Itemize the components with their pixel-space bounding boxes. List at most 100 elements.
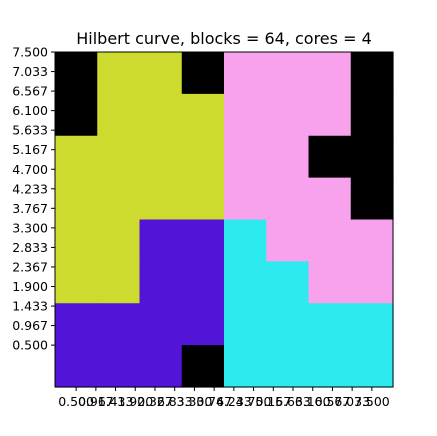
- heatmap-cell: [181, 303, 225, 346]
- heatmap-cell: [308, 303, 352, 346]
- heatmap-cell: [224, 345, 267, 388]
- y-tick-label: 7.500: [12, 45, 48, 60]
- heatmap-cells: [55, 52, 394, 388]
- x-tick-label: 5.167: [255, 394, 291, 409]
- heatmap-cell: [350, 52, 394, 95]
- heatmap-cell: [350, 345, 394, 388]
- heatmap-cell: [266, 303, 310, 346]
- x-tick-label: 1.900: [117, 394, 153, 409]
- heatmap-cell: [308, 177, 352, 221]
- y-tick-label: 7.033: [12, 64, 48, 79]
- heatmap-cell: [97, 303, 141, 346]
- heatmap-cell: [139, 303, 183, 346]
- heatmap-cell: [97, 219, 141, 262]
- heatmap-cell: [139, 177, 183, 221]
- heatmap-cell: [224, 177, 267, 221]
- heatmap-cell: [181, 93, 225, 137]
- heatmap-cell: [181, 219, 225, 262]
- x-tick-label: 2.367: [137, 394, 173, 409]
- y-tick-label: 2.367: [12, 259, 48, 274]
- heatmap-cell: [308, 345, 352, 388]
- heatmap-cell: [181, 177, 225, 221]
- heatmap-cell: [55, 261, 98, 304]
- heatmap-cell: [55, 135, 98, 179]
- heatmap-cell: [97, 52, 141, 95]
- heatmap-cell: [350, 219, 394, 262]
- heatmap-cell: [266, 177, 310, 221]
- x-tick-label: 6.100: [295, 394, 331, 409]
- y-axis-ticks: 0.500 0.967 1.433 1.900 2.367 2.833 3.300 3.767…: [12, 45, 55, 353]
- heatmap-cell: [181, 135, 225, 179]
- heatmap-cell: [308, 93, 352, 137]
- y-tick-label: 2.833: [12, 240, 48, 255]
- heatmap-cell: [224, 52, 267, 95]
- heatmap-cell: [350, 303, 394, 346]
- heatmap-cell: [224, 219, 267, 262]
- heatmap-cell: [139, 219, 183, 262]
- heatmap-cell: [266, 219, 310, 262]
- x-axis-ticks: 0.5000.9671.4331.9002.3672.8333.3003.767…: [58, 387, 390, 409]
- heatmap-cell: [350, 261, 394, 304]
- y-tick-label: 4.700: [12, 162, 48, 177]
- heatmap-cell: [97, 177, 141, 221]
- heatmap-cell: [97, 345, 141, 388]
- y-tick-label: 1.433: [12, 299, 48, 314]
- heatmap-cell: [181, 345, 225, 388]
- y-tick-label: 3.300: [12, 220, 48, 235]
- heatmap-cell: [55, 219, 98, 262]
- heatmap-cell: [266, 52, 310, 95]
- heatmap-cell: [181, 52, 225, 95]
- heatmap-cell: [139, 52, 183, 95]
- y-tick-label: 5.633: [12, 123, 48, 138]
- y-tick-label: 6.567: [12, 84, 48, 99]
- y-tick-label: 4.233: [12, 181, 48, 196]
- heatmap-cell: [55, 177, 98, 221]
- plot-frame: [54, 51, 394, 388]
- x-tick-label: 4.233: [216, 394, 252, 409]
- heatmap-cell: [181, 261, 225, 304]
- x-tick-label: 3.767: [196, 394, 232, 409]
- heatmap-cell: [139, 261, 183, 304]
- heatmap-cell: [97, 93, 141, 137]
- x-tick-label: 5.633: [275, 394, 311, 409]
- x-tick-label: 0.967: [78, 394, 114, 409]
- x-tick-label: 7.500: [354, 394, 390, 409]
- x-tick-label: 7.033: [334, 394, 370, 409]
- heatmap-cell: [55, 303, 98, 346]
- heatmap-cell: [97, 135, 141, 179]
- x-tick-label: 3.300: [177, 394, 213, 409]
- heatmap-cell: [224, 303, 267, 346]
- heatmap-cell: [308, 135, 352, 179]
- heatmap-cell: [266, 261, 310, 304]
- heatmap-cell: [224, 93, 267, 137]
- heatmap-cell: [350, 177, 394, 221]
- x-tick-label: 4.700: [236, 394, 272, 409]
- y-tick-label: 3.767: [12, 201, 48, 216]
- y-tick-label: 0.967: [12, 318, 48, 333]
- heatmap-cell: [139, 135, 183, 179]
- heatmap-cell: [139, 345, 183, 388]
- heatmap-cell: [266, 345, 310, 388]
- heatmap-cell: [350, 135, 394, 179]
- y-tick-label: 0.500: [12, 338, 48, 353]
- heatmap-cell: [97, 261, 141, 304]
- heatmap-cell: [266, 135, 310, 179]
- heatmap-cell: [55, 52, 98, 95]
- heatmap-cell: [308, 219, 352, 262]
- y-tick-label: 1.900: [12, 279, 48, 294]
- heatmap-cell: [266, 93, 310, 137]
- heatmap-cell: [139, 93, 183, 137]
- heatmap-cell: [308, 52, 352, 95]
- heatmap-cell: [224, 261, 267, 304]
- heatmap-cell: [55, 93, 98, 137]
- heatmap-cell: [224, 135, 267, 179]
- x-tick-label: 0.500: [58, 394, 94, 409]
- x-tick-label: 1.433: [98, 394, 134, 409]
- chart-title: Hilbert curve, blocks = 64, cores = 4: [76, 29, 372, 48]
- x-tick-label: 6.567: [315, 394, 351, 409]
- heatmap-cell: [308, 261, 352, 304]
- y-tick-label: 6.100: [12, 103, 48, 118]
- y-tick-label: 5.167: [12, 142, 48, 157]
- x-tick-label: 2.833: [157, 394, 193, 409]
